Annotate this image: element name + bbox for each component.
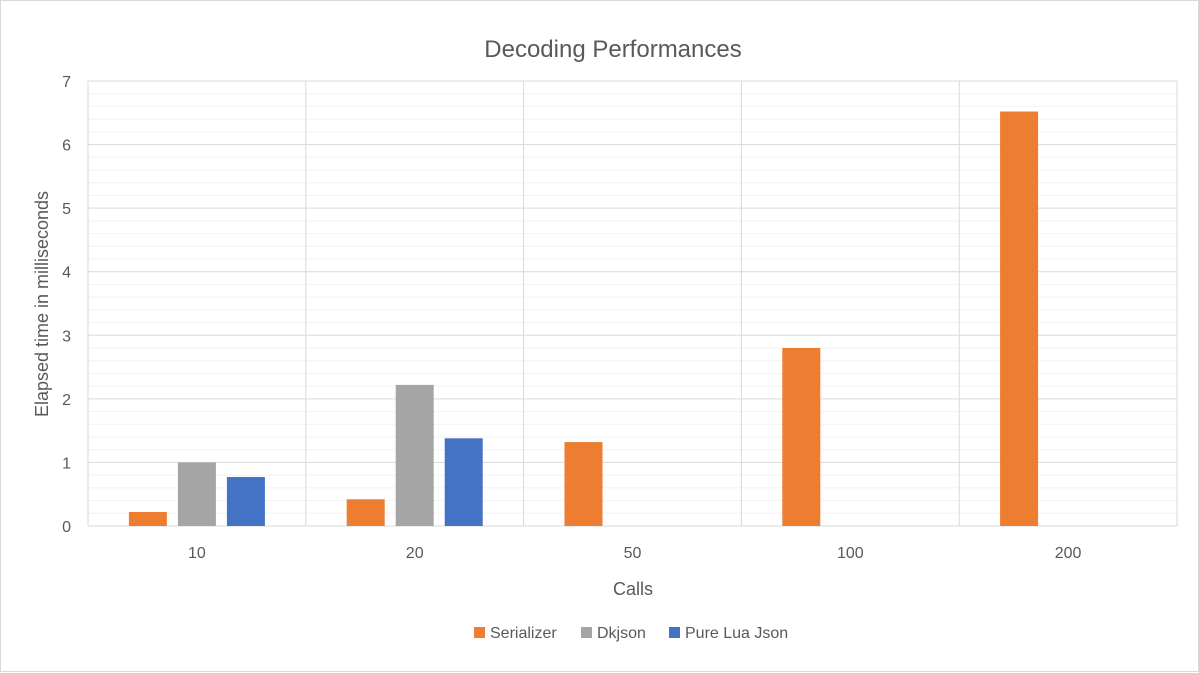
legend: Serializer Dkjson Pure Lua Json	[474, 625, 788, 642]
y-tick-label: 6	[62, 138, 71, 155]
legend-label-dkjson: Dkjson	[597, 625, 646, 642]
y-tick-label: 3	[62, 328, 71, 345]
bar-dkjson-10	[177, 462, 216, 526]
x-tick-label: 10	[188, 545, 206, 562]
bar-serializer-100	[782, 348, 821, 526]
bar-pure-lua-json-20	[444, 438, 483, 526]
chart-title: Decoding Performances	[484, 36, 741, 63]
legend-label-pure-lua-json: Pure Lua Json	[685, 625, 788, 642]
bar-dkjson-20	[395, 384, 434, 526]
x-axis-title: Calls	[613, 579, 653, 599]
y-tick-label: 0	[62, 519, 71, 536]
x-tick-label: 20	[406, 545, 424, 562]
x-tick-label: 100	[837, 545, 864, 562]
bar-serializer-200	[1000, 111, 1039, 526]
y-tick-label: 2	[62, 392, 71, 409]
y-tick-label: 4	[62, 265, 71, 282]
gridlines	[87, 80, 1178, 527]
x-tick-label: 50	[624, 545, 642, 562]
y-axis-title: Elapsed time in milliseconds	[32, 191, 52, 417]
legend-swatch-dkjson	[581, 627, 592, 638]
x-tick-label: 200	[1055, 545, 1082, 562]
legend-swatch-pure-lua-json	[669, 627, 680, 638]
bar-serializer-10	[128, 512, 167, 526]
legend-label-serializer: Serializer	[490, 625, 557, 642]
tick-labels: 0 1 2 3 4 5 6 7 10 20 50 100 200	[62, 74, 1081, 562]
y-tick-label: 5	[62, 201, 71, 218]
bar-pure-lua-json-10	[226, 477, 265, 526]
bars	[128, 111, 1039, 526]
bar-serializer-20	[346, 499, 385, 526]
bar-serializer-50	[564, 442, 603, 526]
y-tick-label: 7	[62, 74, 71, 91]
y-tick-label: 1	[62, 455, 71, 472]
legend-swatch-serializer	[474, 627, 485, 638]
